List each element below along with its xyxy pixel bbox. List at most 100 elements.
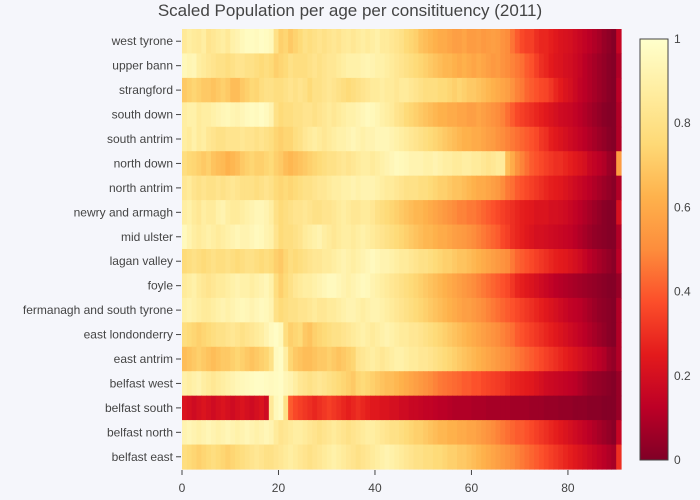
heatmap-cell [423,322,429,348]
heatmap-cell [471,175,477,201]
heatmap-cell [210,102,217,128]
heatmap-cell [558,444,564,470]
heatmap-cell [182,151,188,177]
heatmap-cell [302,175,309,201]
heatmap-cell [428,77,434,103]
heatmap-cell [466,249,473,275]
heatmap-cell [553,322,559,348]
heatmap-cell [418,371,424,397]
heatmap-cell [403,395,410,421]
heatmap-cell [360,224,366,250]
heatmap-cell [264,175,270,201]
heatmap-cell [350,102,357,128]
heatmap-cell [461,444,468,470]
heatmap-cell [312,102,318,128]
heatmap-cell [428,371,434,397]
heatmap-cell [572,200,579,226]
heatmap-cell [524,249,530,275]
heatmap-cell [553,77,559,103]
heatmap-cell [601,395,608,421]
heatmap-cell [307,29,313,55]
colorbar-tick-label: 1 [674,32,681,46]
heatmap-cell [534,29,540,55]
heatmap-cell [476,346,482,372]
heatmap-cell [495,371,501,397]
heatmap-cell [514,77,521,103]
heatmap-cell [471,200,477,226]
heatmap-cell [567,297,574,323]
heatmap-cell [466,126,473,152]
heatmap-cell [399,175,405,201]
heatmap-cell [239,395,246,421]
heatmap-row [182,53,622,79]
heatmap-cell [553,200,559,226]
heatmap-cell [408,200,415,226]
heatmap-cell [505,29,511,55]
heatmap-cell [230,346,236,372]
heatmap-cell [365,346,371,372]
heatmap-cell [567,420,574,446]
heatmap-cell [611,322,617,348]
heatmap-cell [399,273,405,299]
heatmap-cell [510,77,516,103]
heatmap-cell [510,346,516,372]
heatmap-cell [297,420,304,446]
heatmap-cell [196,126,202,152]
heatmap-cell [292,249,299,275]
heatmap-cell [259,151,265,177]
heatmap-cell [394,273,400,299]
heatmap-cell [312,77,318,103]
heatmap-cell [524,29,530,55]
heatmap-cell [577,249,583,275]
colorbar-tick-label: 0.6 [674,200,691,214]
heatmap-cell [374,151,381,177]
heatmap-cell [495,420,501,446]
heatmap-cell [461,224,468,250]
heatmap-cell [273,224,280,250]
colorbar-tick-label: 0.8 [674,116,691,130]
heatmap-cell [606,297,612,323]
heatmap-cell [341,224,347,250]
heatmap-cell [341,200,347,226]
heatmap-cell [616,395,622,421]
heatmap-cell [283,175,289,201]
heatmap-cell [442,371,448,397]
heatmap-cell [230,395,236,421]
heatmap-cell [524,444,530,470]
heatmap-cell [403,200,410,226]
heatmap-cell [606,102,612,128]
heatmap-cell [563,126,569,152]
heatmap-cell [288,29,294,55]
heatmap-cell [196,53,202,79]
heatmap-cell [264,249,270,275]
heatmap-cell [336,444,342,470]
heatmap-cell [543,175,550,201]
heatmap-cell [292,322,299,348]
heatmap-cell [495,249,501,275]
heatmap-cell [582,77,588,103]
heatmap-cell [461,322,468,348]
heatmap-cell [505,444,511,470]
heatmap-cell [268,371,275,397]
heatmap-cell [355,395,362,421]
heatmap-cell [587,273,593,299]
heatmap-cell [418,297,424,323]
heatmap-cell [408,175,415,201]
heatmap-row [182,371,622,397]
heatmap-cell [360,102,366,128]
heatmap-cell [384,200,391,226]
heatmap-cell [254,273,260,299]
heatmap-cell [442,151,448,177]
heatmap-cell [582,444,588,470]
heatmap-cell [336,151,342,177]
heatmap-cell [514,346,521,372]
heatmap-cell [452,297,458,323]
heatmap-cell [210,249,217,275]
heatmap-cell [220,102,227,128]
heatmap-row [182,224,622,250]
heatmap-cell [538,322,545,348]
heatmap-cell [331,200,337,226]
heatmap-cell [548,420,555,446]
heatmap-cell [370,53,376,79]
heatmap-cell [355,346,362,372]
